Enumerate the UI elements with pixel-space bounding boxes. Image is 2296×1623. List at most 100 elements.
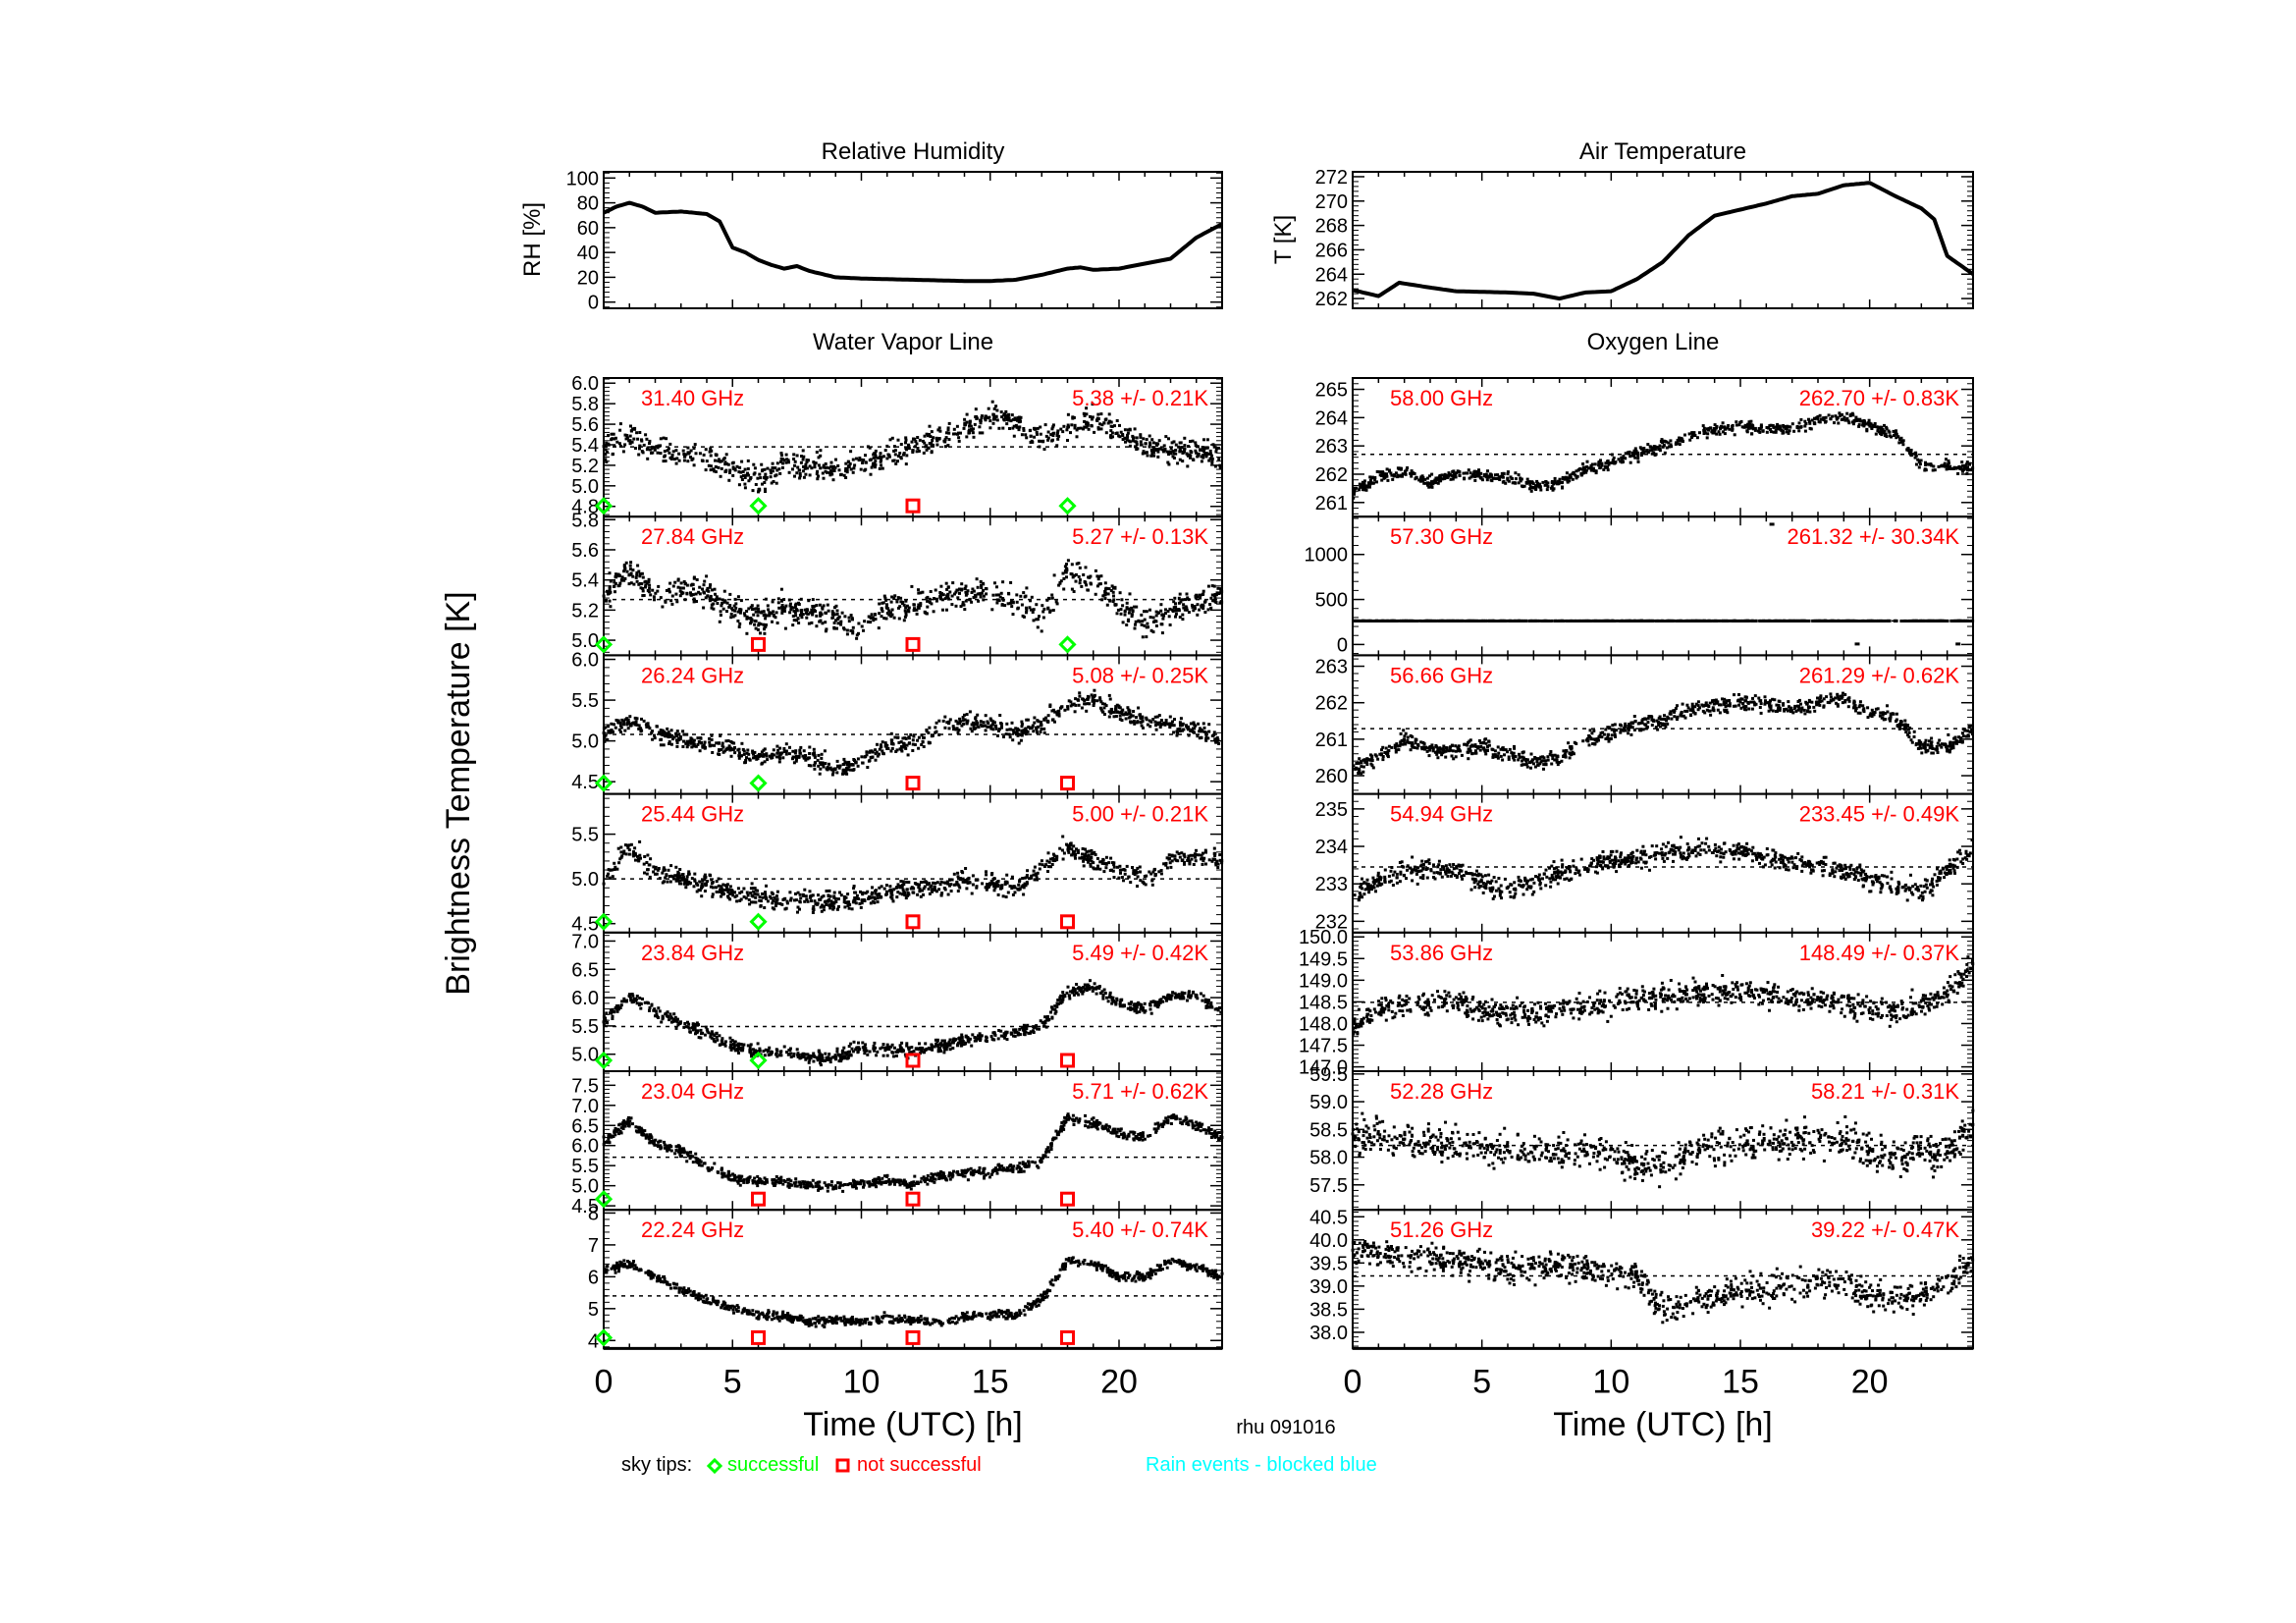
data-point: [702, 583, 706, 587]
data-point: [772, 480, 775, 483]
data-point: [1085, 858, 1089, 861]
data-point: [1093, 695, 1095, 699]
data-point: [917, 588, 920, 592]
data-point: [1173, 718, 1176, 722]
data-point: [733, 609, 737, 613]
data-point: [753, 622, 757, 626]
data-point: [994, 727, 998, 730]
data-point: [1163, 997, 1167, 1000]
data-point: [805, 466, 809, 470]
data-point: [1010, 605, 1014, 609]
data-point: [1194, 444, 1198, 447]
data-point: [1202, 438, 1205, 442]
data-point: [692, 463, 696, 467]
data-point: [932, 443, 935, 447]
data-point: [756, 893, 760, 896]
data-point: [1090, 856, 1094, 859]
data-point: [1041, 610, 1045, 614]
data-point: [925, 596, 929, 600]
data-point: [1089, 858, 1092, 862]
data-point: [1016, 732, 1020, 736]
data-point: [736, 1042, 740, 1046]
data-point: [829, 469, 833, 473]
data-point: [719, 614, 722, 617]
data-point: [729, 616, 733, 620]
data-point: [817, 463, 821, 467]
data-point: [1022, 427, 1026, 430]
data-point: [1201, 859, 1205, 863]
data-point: [914, 440, 918, 444]
wv-panel-1-ytick-label: 5.0: [571, 630, 599, 652]
data-point: [1162, 862, 1166, 866]
data-point: [1054, 600, 1058, 604]
data-point: [890, 436, 894, 440]
data-point: [844, 476, 848, 479]
data-point: [1111, 600, 1115, 604]
data-point: [1158, 1001, 1162, 1004]
data-point: [1009, 601, 1013, 605]
data-point: [870, 893, 874, 896]
data-point: [1207, 730, 1211, 733]
data-point: [1187, 854, 1191, 858]
data-point: [640, 582, 644, 586]
data-point: [1164, 722, 1168, 725]
data-point: [871, 750, 875, 754]
data-point: [801, 449, 805, 453]
data-point: [1073, 426, 1077, 430]
data-point: [712, 467, 716, 471]
data-point: [863, 755, 867, 759]
wv-panel-2-frequency: 26.24 GHz: [641, 663, 744, 687]
data-point: [744, 759, 748, 762]
data-point: [1042, 730, 1046, 734]
data-point: [666, 731, 669, 735]
data-point: [666, 449, 669, 453]
data-point: [919, 604, 923, 608]
data-point: [904, 613, 908, 617]
data-point: [692, 587, 695, 591]
wv-panel-4-ytick-label: 6.0: [571, 988, 599, 1009]
data-point: [879, 1047, 882, 1051]
data-point: [1025, 881, 1029, 885]
data-point: [815, 1055, 819, 1059]
data-point: [951, 725, 955, 729]
data-point: [946, 882, 950, 886]
data-point: [791, 467, 794, 471]
legend-square-icon: [835, 1458, 850, 1473]
data-point: [1156, 442, 1160, 446]
data-point: [818, 772, 822, 776]
data-point: [1208, 603, 1212, 606]
data-point: [777, 606, 781, 610]
data-point: [800, 611, 803, 615]
data-point: [903, 609, 907, 613]
data-point: [874, 455, 878, 458]
data-point: [909, 732, 913, 736]
data-point: [997, 593, 1000, 597]
data-point: [904, 462, 908, 466]
data-point: [1042, 718, 1046, 722]
data-point: [619, 845, 623, 849]
data-point: [912, 734, 916, 738]
data-point: [1171, 450, 1175, 453]
data-point: [907, 445, 911, 449]
data-point: [958, 591, 961, 595]
data-point: [968, 420, 972, 424]
data-point: [787, 460, 790, 464]
data-point: [895, 600, 899, 604]
data-point: [1139, 433, 1143, 437]
data-point: [794, 614, 798, 618]
data-point: [964, 867, 968, 870]
data-point: [1022, 886, 1026, 890]
data-point: [828, 767, 831, 771]
data-point: [1172, 440, 1176, 444]
data-point: [887, 455, 891, 459]
data-point: [1151, 441, 1155, 445]
data-point: [1099, 412, 1103, 416]
data-point: [825, 767, 828, 771]
data-point: [622, 720, 626, 724]
data-point: [1220, 861, 1224, 865]
data-point: [618, 724, 622, 728]
data-point: [1049, 1010, 1052, 1014]
data-point: [651, 451, 655, 455]
data-point: [825, 627, 828, 631]
data-point: [1181, 858, 1185, 862]
